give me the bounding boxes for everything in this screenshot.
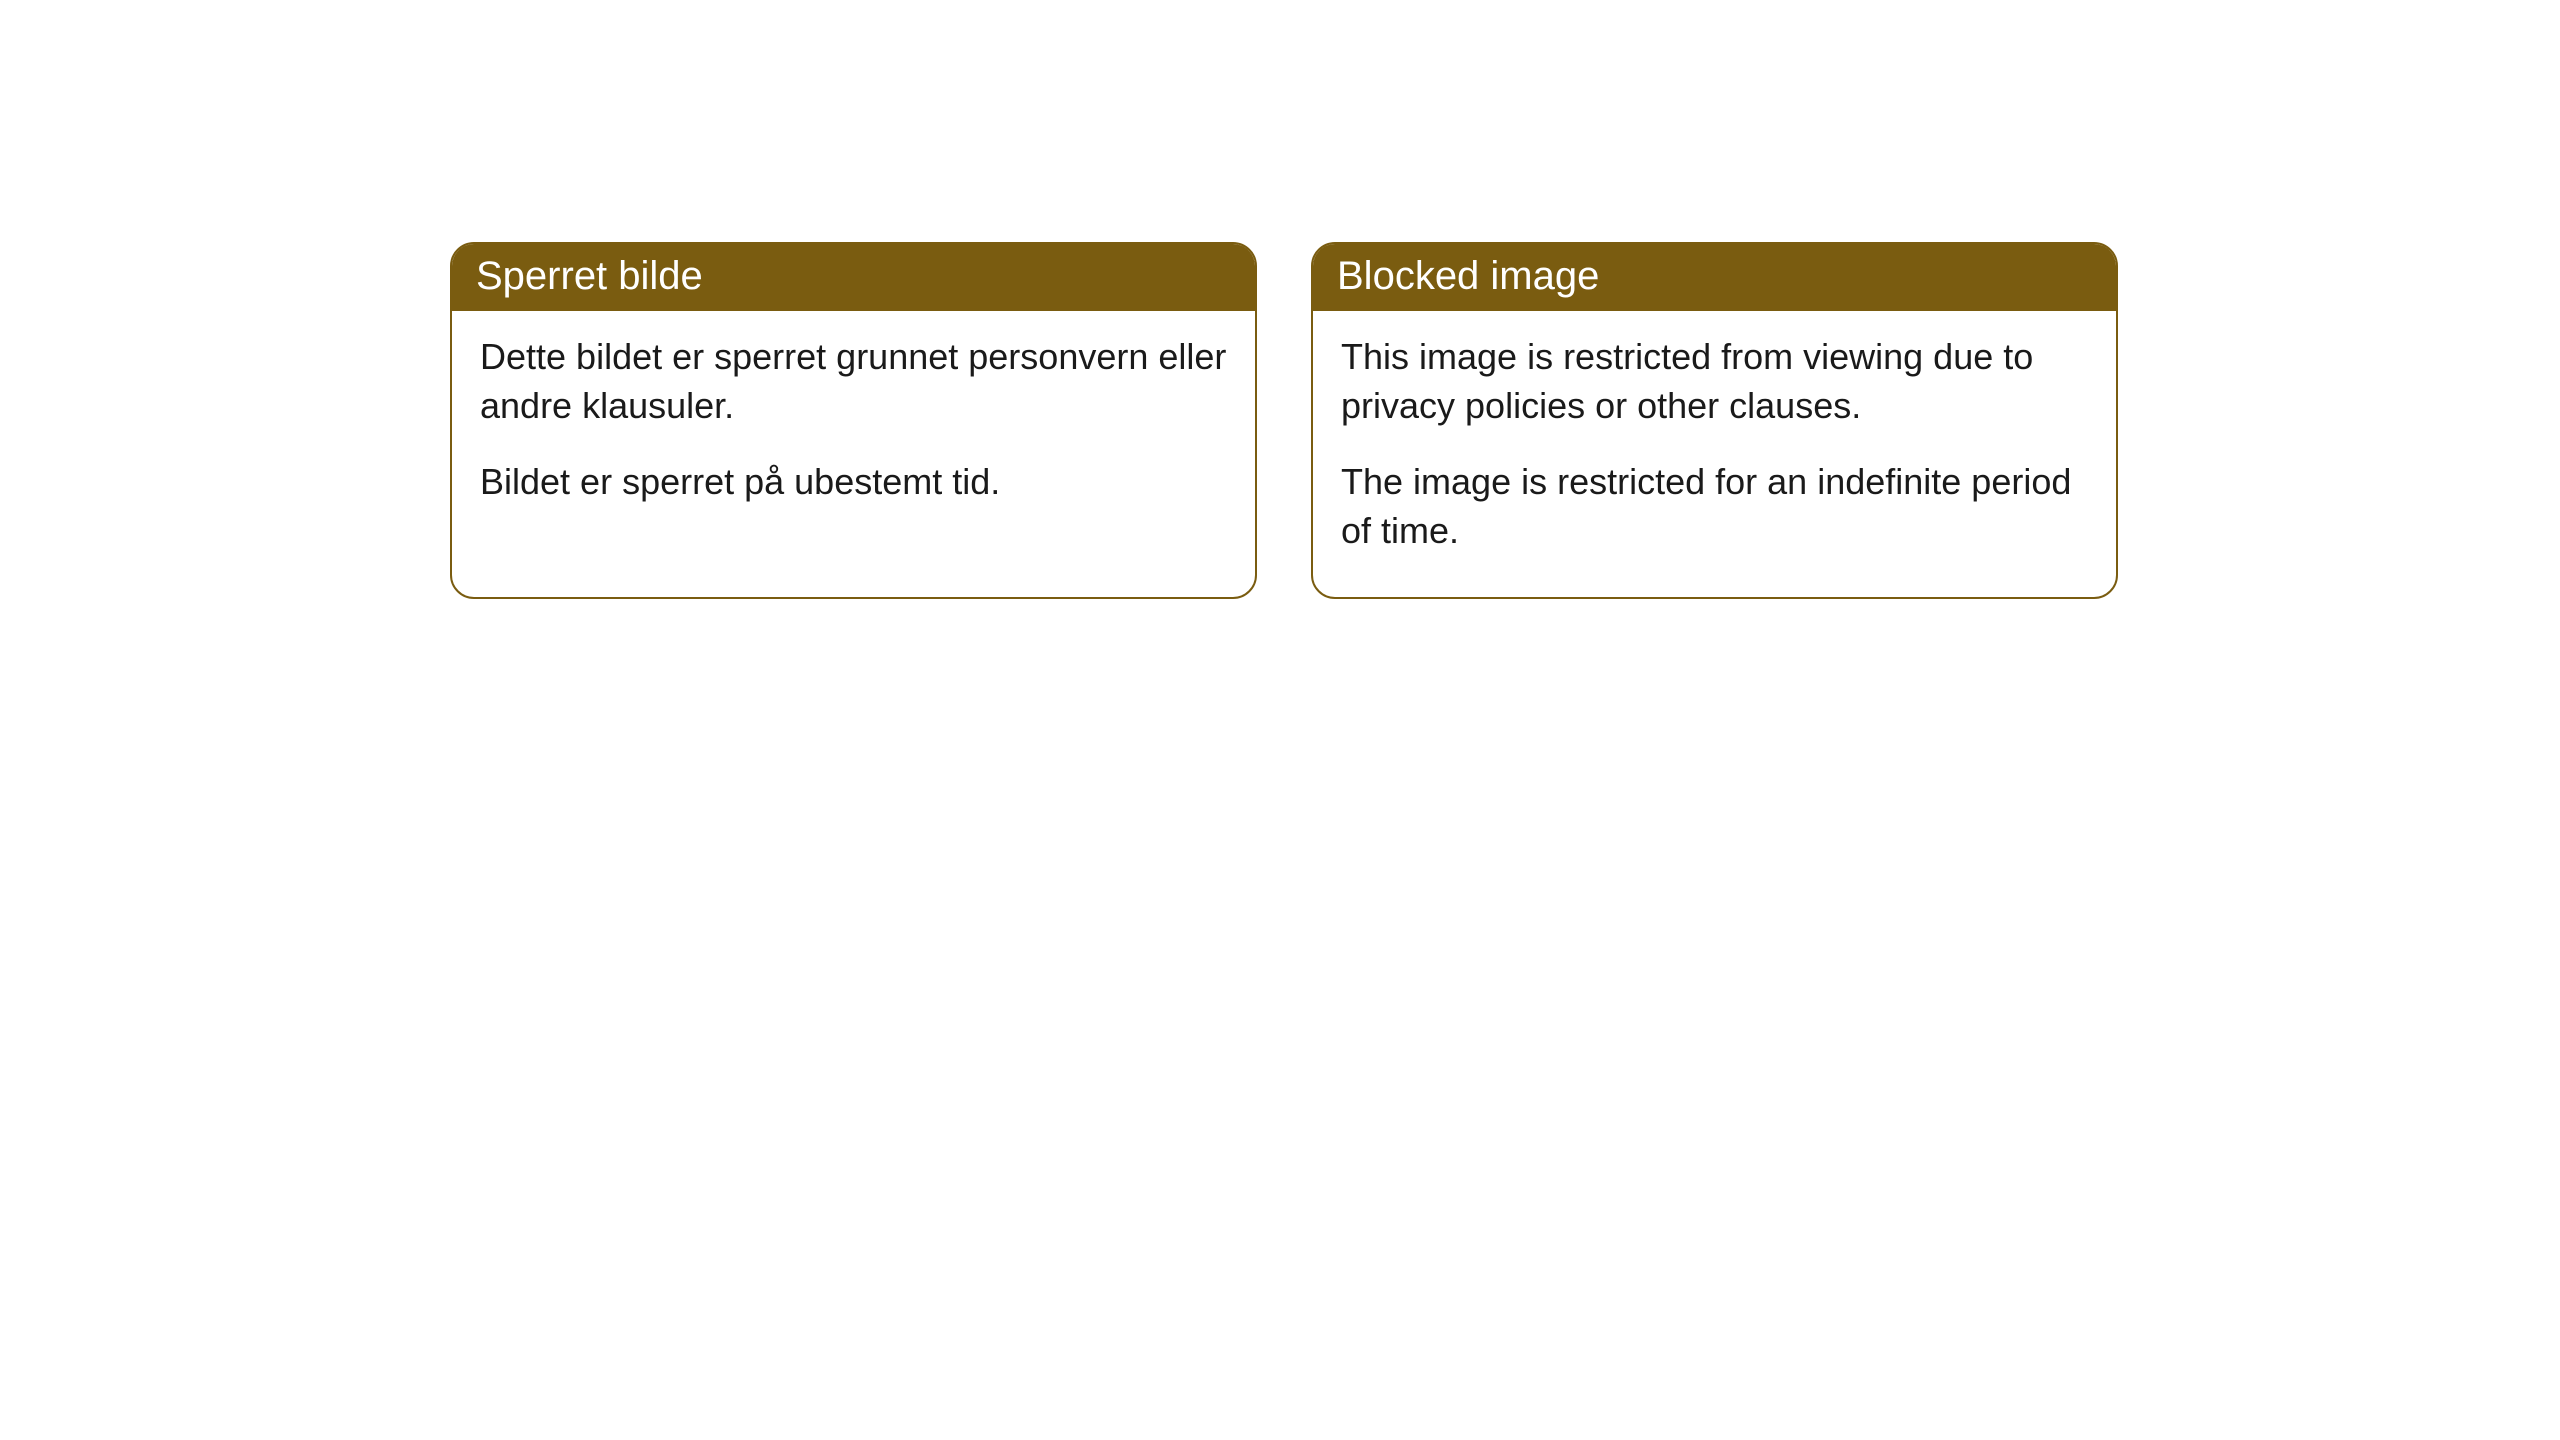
card-title: Sperret bilde bbox=[476, 254, 703, 298]
card-paragraph: Dette bildet er sperret grunnet personve… bbox=[480, 333, 1227, 430]
card-header: Sperret bilde bbox=[452, 244, 1255, 311]
card-paragraph: Bildet er sperret på ubestemt tid. bbox=[480, 458, 1227, 507]
card-paragraph: The image is restricted for an indefinit… bbox=[1341, 458, 2088, 555]
blocked-image-card-no: Sperret bilde Dette bildet er sperret gr… bbox=[450, 242, 1257, 599]
card-body: This image is restricted from viewing du… bbox=[1313, 311, 2116, 597]
card-header: Blocked image bbox=[1313, 244, 2116, 311]
card-paragraph: This image is restricted from viewing du… bbox=[1341, 333, 2088, 430]
card-title: Blocked image bbox=[1337, 254, 1599, 298]
info-cards-container: Sperret bilde Dette bildet er sperret gr… bbox=[450, 242, 2118, 599]
blocked-image-card-en: Blocked image This image is restricted f… bbox=[1311, 242, 2118, 599]
card-body: Dette bildet er sperret grunnet personve… bbox=[452, 311, 1255, 549]
